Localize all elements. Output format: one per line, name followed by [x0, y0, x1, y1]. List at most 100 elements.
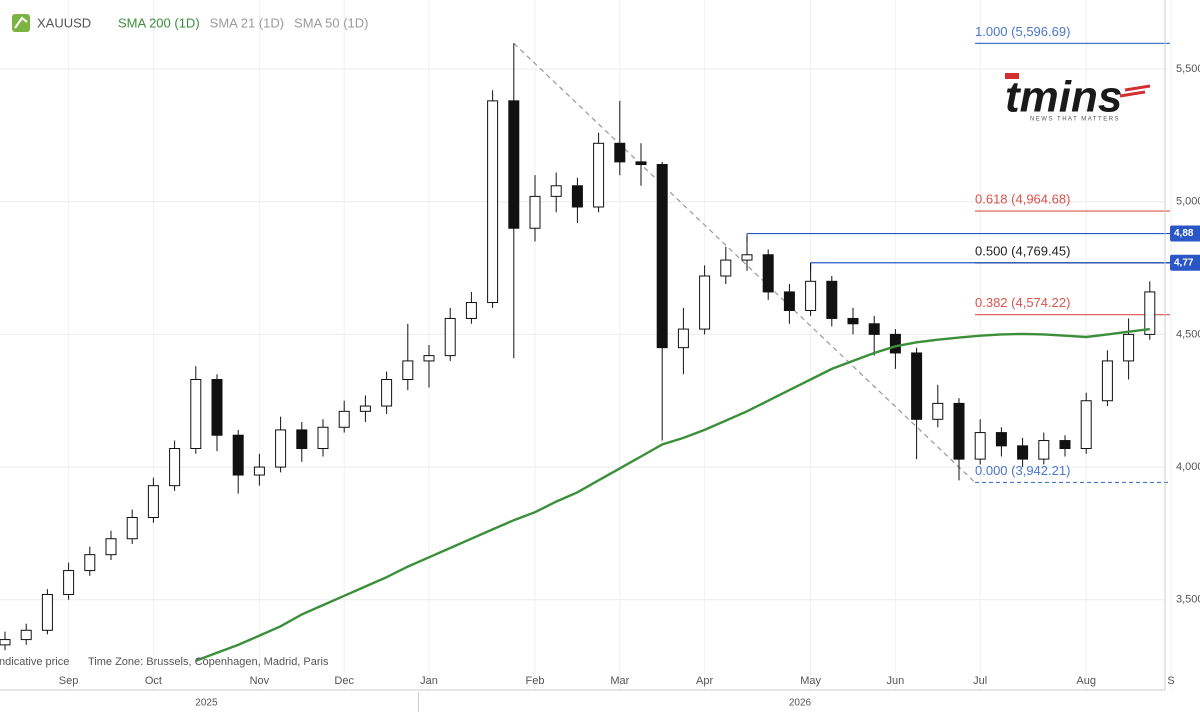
- x-tick-label: Mar: [610, 675, 629, 687]
- x-tick-label: Dec: [334, 675, 354, 687]
- candle-body: [974, 432, 986, 460]
- candle-body: [550, 185, 562, 197]
- fib-level-label: 0.500 (4,769.45): [975, 243, 1070, 258]
- candle-body: [169, 448, 181, 487]
- candle-body: [677, 328, 689, 349]
- candle-body: [1038, 440, 1050, 460]
- candle-body: [656, 164, 668, 349]
- x-tick-label: Oct: [145, 675, 162, 687]
- candle-body: [275, 429, 287, 468]
- candle-body: [911, 352, 923, 420]
- candle-body: [253, 466, 265, 476]
- candle-body: [1017, 445, 1029, 460]
- price-tag-box: [1170, 225, 1200, 242]
- legend-entry: SMA 21 (1D): [210, 15, 284, 30]
- candle-body: [190, 379, 202, 449]
- candle-body: [571, 185, 583, 208]
- fib-level-label: 0.618 (4,964.68): [975, 192, 1070, 207]
- trend-line: [513, 42, 976, 483]
- candle-body: [593, 142, 605, 208]
- candle-body: [762, 254, 774, 293]
- candle-body: [84, 554, 96, 572]
- candle-body: [444, 317, 456, 357]
- watermark-accent: [1124, 84, 1151, 92]
- fib-level-label: 0.000 (3,942.21): [975, 463, 1070, 478]
- candle-body: [1144, 291, 1156, 335]
- legend: SMA 200 (1D) SMA 21 (1D) SMA 50 (1D): [118, 15, 369, 30]
- candle-body: [465, 302, 477, 319]
- fib-level-label: 0.382 (4,574.22): [975, 295, 1070, 310]
- candle-body: [296, 429, 308, 449]
- footer-timezone: Time Zone: Brussels, Copenhagen, Madrid,…: [88, 656, 329, 668]
- x-tick-label: Sep: [59, 675, 79, 687]
- candle-body: [868, 323, 880, 335]
- candle-body: [402, 360, 414, 380]
- y-tick-label: 3,500: [1176, 594, 1200, 606]
- sma-line: [195, 327, 1150, 662]
- x-group-label: 2026: [789, 698, 812, 709]
- x-tick-label: Nov: [250, 675, 270, 687]
- candle-body: [720, 259, 732, 277]
- price-tag-label: 4,77: [1174, 257, 1194, 268]
- candle-body: [508, 100, 520, 229]
- x-tick-label: Jul: [973, 675, 987, 687]
- candle-body: [783, 291, 795, 311]
- candle-body: [847, 317, 859, 325]
- candle-body: [1101, 360, 1113, 402]
- watermark-accent: [1119, 90, 1146, 98]
- y-tick-label: 5,500: [1176, 63, 1200, 75]
- candle-body: [359, 405, 371, 412]
- x-group-label: 2025: [195, 698, 218, 709]
- plot: 1.000 (5,596.69) 0.618 (4,964.68) 0.500 (4…: [0, 24, 1170, 662]
- candle-body: [699, 275, 711, 330]
- candle-body: [1080, 400, 1092, 450]
- x-tick-label: Feb: [526, 675, 545, 687]
- candle-body: [487, 100, 499, 304]
- x-tick-label: Aug: [1076, 675, 1096, 687]
- x-tick-label: Jun: [887, 675, 905, 687]
- x-tick-label: Apr: [696, 675, 713, 687]
- candle-body: [889, 333, 901, 354]
- price-tag-label: 4,88: [1174, 228, 1194, 239]
- footer-note: Indicative price: [0, 656, 69, 668]
- price-tag-box: [1170, 254, 1200, 271]
- legend-symbol: XAUUSD: [37, 15, 91, 30]
- candle-body: [1059, 440, 1071, 449]
- candle-body: [41, 593, 53, 631]
- candle-body: [953, 402, 965, 460]
- candle-body: [826, 280, 838, 319]
- x-tick-label: S: [1167, 675, 1174, 687]
- candle-body: [317, 426, 329, 449]
- candle-body: [614, 142, 626, 163]
- symbol-icon: [12, 14, 30, 32]
- candle-body: [20, 629, 32, 641]
- candle-body: [529, 195, 541, 229]
- candle-body: [211, 379, 223, 436]
- candle-body: [338, 410, 350, 428]
- candle-body: [932, 402, 944, 420]
- candle-body: [423, 355, 435, 362]
- candle-body: [381, 379, 393, 407]
- fib-level-label: 1.000 (5,596.69): [975, 24, 1070, 39]
- y-tick-label: 4,500: [1176, 328, 1200, 340]
- y-tick-label: 5,000: [1176, 196, 1200, 208]
- symbol-icon-glyph: [14, 16, 28, 29]
- candle-body: [635, 161, 647, 166]
- watermark: tmins NEWS THAT MATTERS: [1005, 73, 1151, 123]
- watermark-brand: tmins: [1005, 73, 1122, 122]
- x-tick-label: Jan: [420, 675, 438, 687]
- candle-body: [741, 254, 753, 261]
- x-tick-label: May: [800, 675, 821, 687]
- candle-body: [232, 434, 244, 476]
- candle-body: [126, 517, 138, 540]
- candle-body: [147, 485, 159, 518]
- candle-body: [805, 280, 817, 311]
- watermark-tagline: NEWS THAT MATTERS: [1030, 117, 1120, 123]
- legend-entry: SMA 200 (1D): [118, 15, 200, 30]
- candle-body: [105, 538, 117, 556]
- watermark-accent: [1005, 73, 1019, 79]
- candle-body: [1123, 333, 1135, 362]
- candle-body: [0, 639, 11, 646]
- legend-entry: SMA 50 (1D): [294, 15, 368, 30]
